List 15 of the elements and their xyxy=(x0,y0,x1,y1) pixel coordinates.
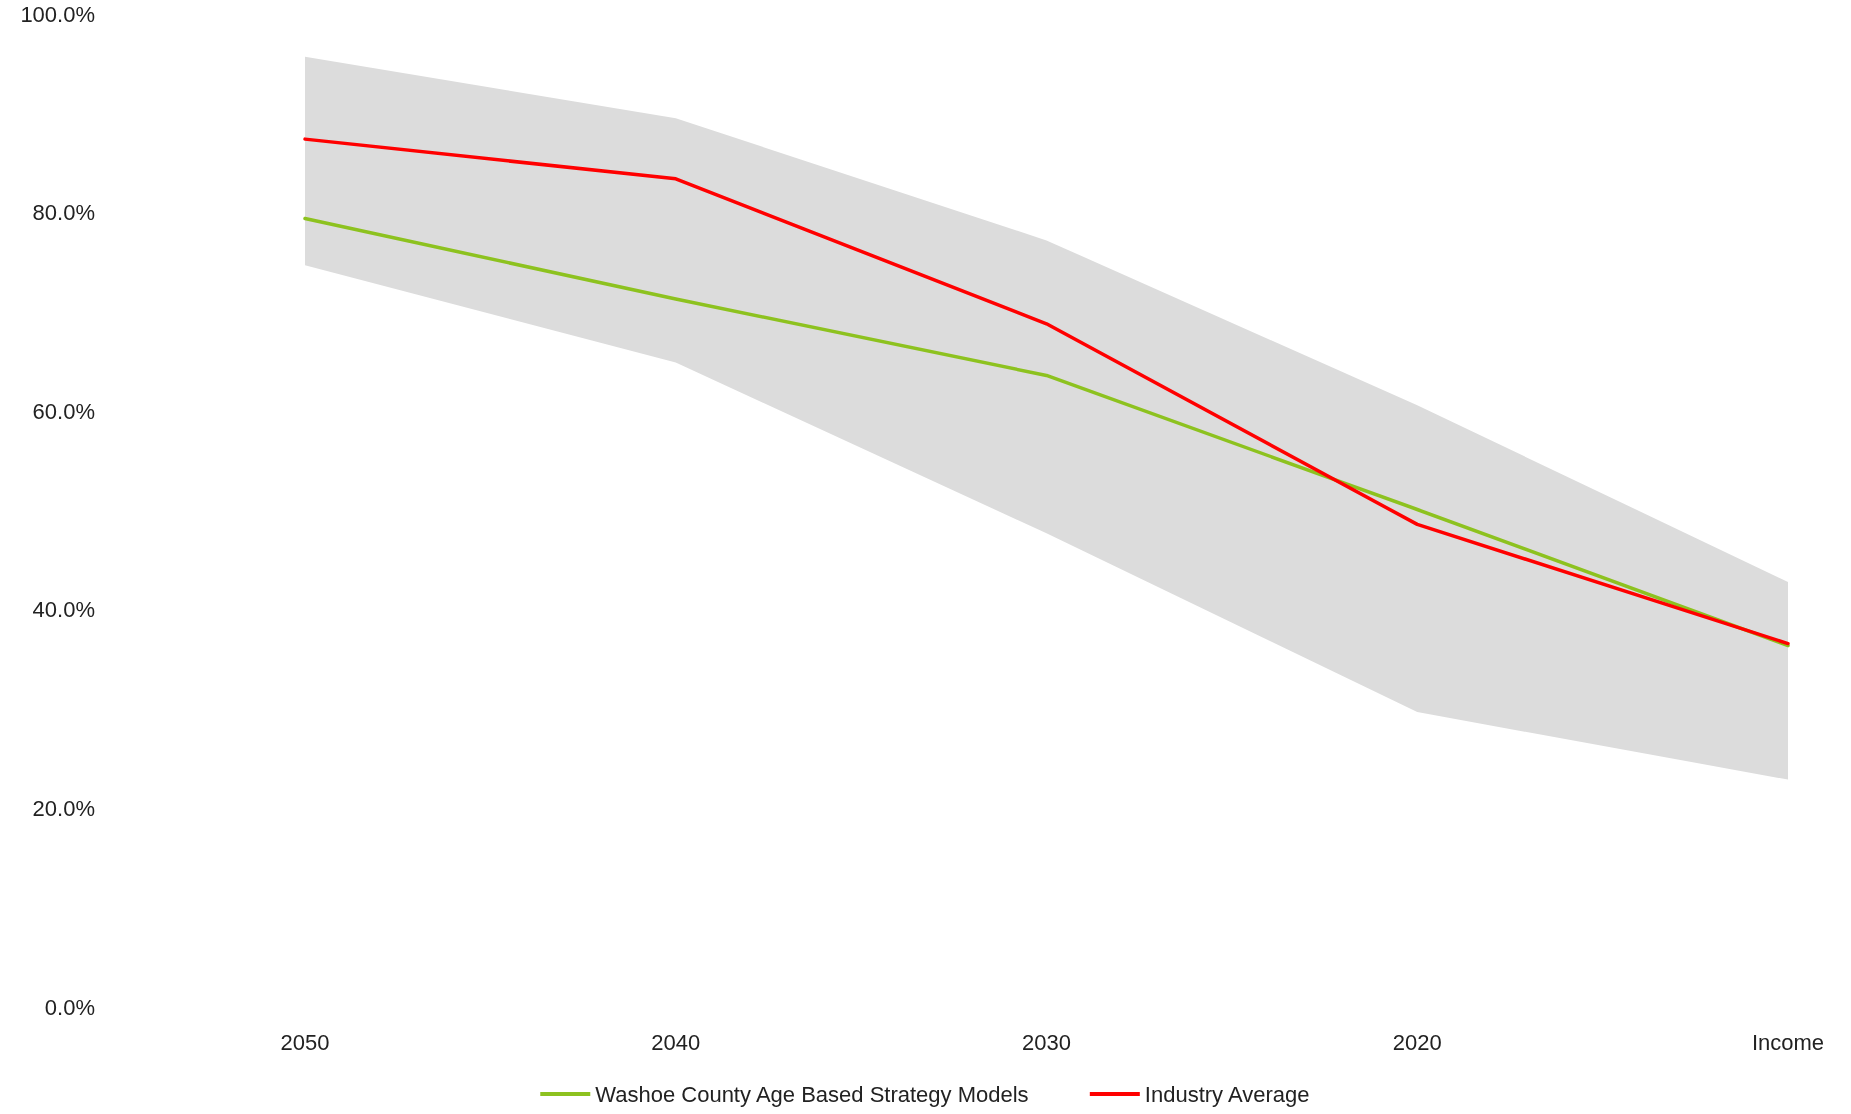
y-tick-label: 40.0% xyxy=(32,597,95,623)
y-tick-label: 100.0% xyxy=(20,1,95,27)
y-tick-label: 0.0% xyxy=(44,994,95,1020)
x-tick-label: Income xyxy=(1751,1029,1825,1055)
x-tick-label: 2050 xyxy=(280,1029,330,1055)
legend-label: Industry Average xyxy=(1144,1081,1310,1107)
line-series xyxy=(303,216,1790,648)
y-tick-label: 20.0% xyxy=(32,795,95,821)
y-tick-label: 80.0% xyxy=(32,200,95,226)
x-tick-label: 2030 xyxy=(1022,1029,1071,1055)
legend-label: Washoe County Age Based Strategy Models xyxy=(595,1081,1029,1107)
x-tick-label: 2040 xyxy=(651,1029,701,1055)
x-tick-label: 2020 xyxy=(1392,1029,1442,1055)
line-series xyxy=(303,137,1790,646)
y-tick-label: 60.0% xyxy=(32,398,95,424)
